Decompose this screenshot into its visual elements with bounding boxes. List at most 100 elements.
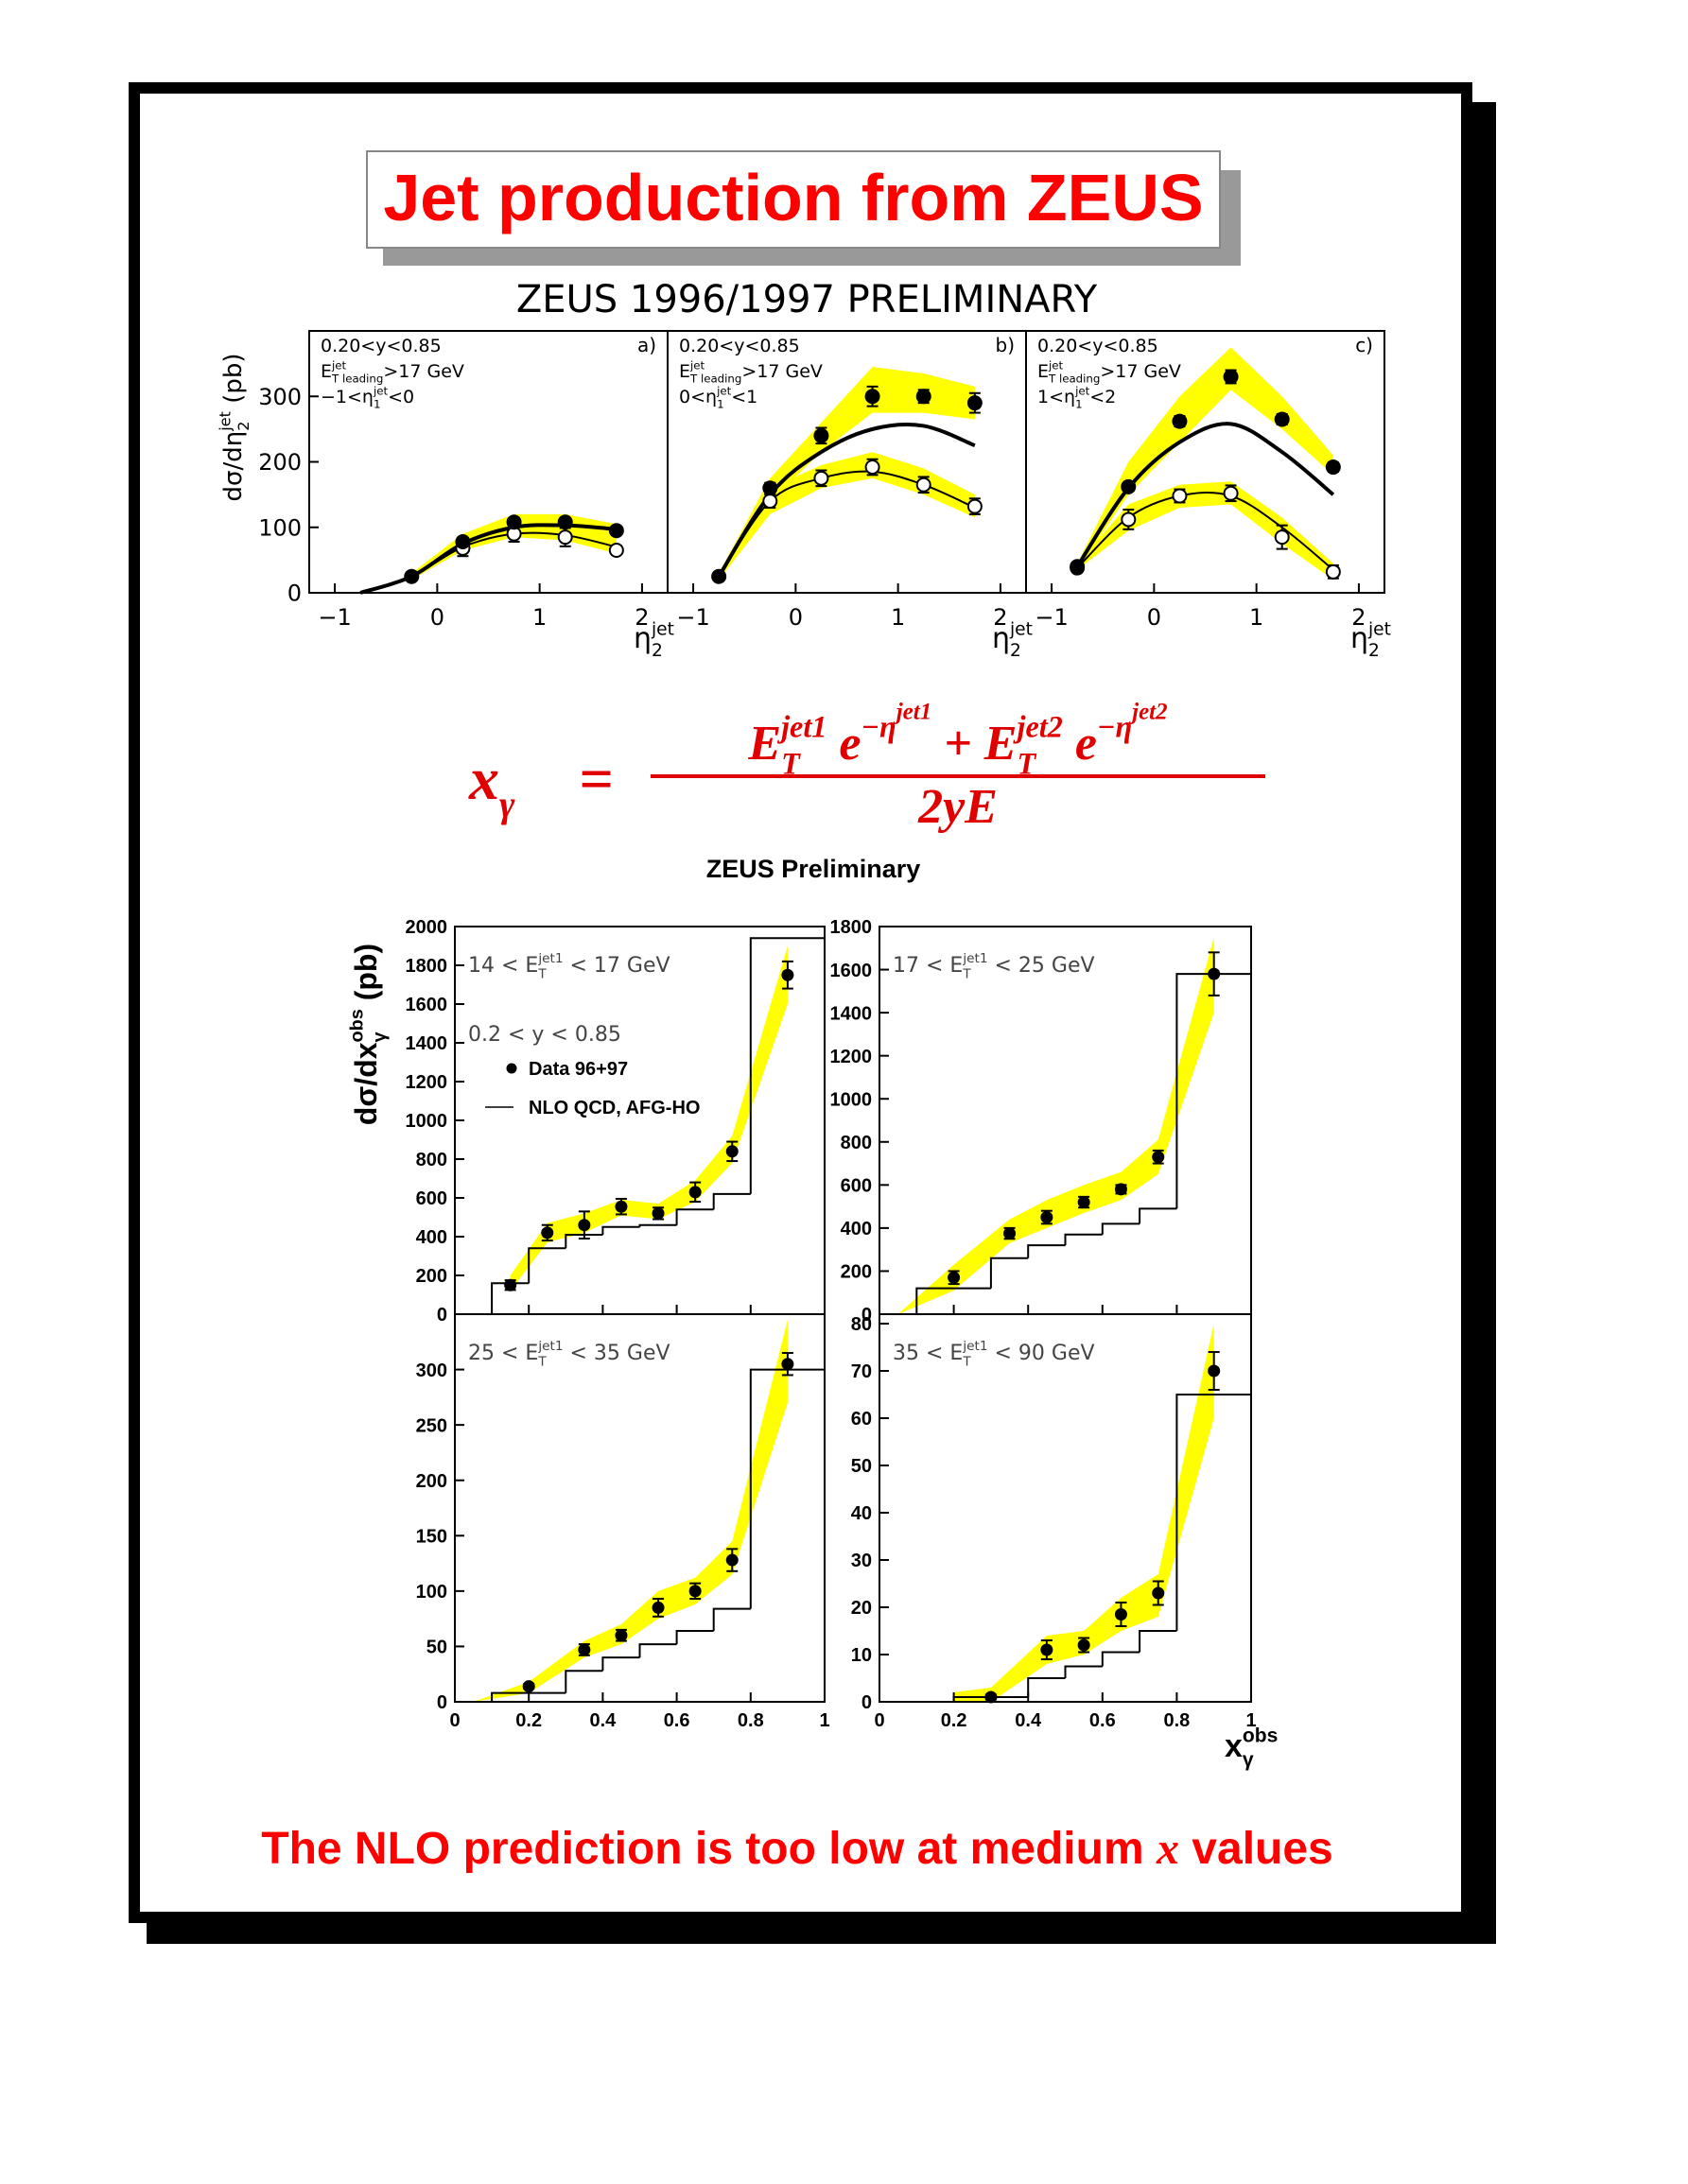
text-part: obs	[1243, 1725, 1278, 1747]
y-tick-label: 1000	[406, 1111, 448, 1132]
histogram-bin	[565, 1233, 603, 1249]
data-point	[781, 1358, 794, 1371]
data-point	[864, 459, 880, 476]
data-point	[1208, 1364, 1221, 1378]
text-part: >17 GeV	[1100, 361, 1181, 382]
y-tick-label: 1200	[406, 1072, 448, 1093]
data-point	[1077, 1638, 1090, 1652]
text-part: <0	[388, 387, 414, 407]
histogram-bin	[1101, 1222, 1140, 1235]
text-part: −η	[1097, 710, 1132, 744]
histogram-bin	[1175, 1394, 1251, 1631]
histogram-bin	[712, 1607, 751, 1632]
y-tick-label: 800	[416, 1150, 447, 1170]
data-point	[504, 1278, 517, 1291]
y-tick-label: 200	[841, 1262, 872, 1283]
y-tick-label: 1800	[830, 917, 873, 938]
text-part: η	[992, 622, 1010, 655]
data-point	[1077, 1196, 1090, 1209]
histogram-bin	[915, 1287, 991, 1314]
data-point	[915, 477, 931, 493]
data-point	[1172, 413, 1188, 429]
data-point	[1325, 563, 1341, 580]
x-tick-label: 0.8	[1163, 1710, 1190, 1731]
data-point	[1223, 485, 1239, 501]
histogram-bin	[638, 1223, 677, 1227]
y-tick-label: 250	[416, 1415, 447, 1436]
histogram-bin	[601, 1656, 640, 1672]
data-point	[1040, 1643, 1053, 1656]
panel-label: 1<ηjet 1 <2	[1037, 384, 1116, 410]
text-part: η	[634, 622, 652, 655]
text-part: jet	[331, 358, 347, 372]
text-part: x	[1225, 1728, 1243, 1764]
data-point	[1172, 488, 1188, 504]
y-tick-label: 600	[841, 1176, 872, 1197]
y-tick-label: 1400	[830, 1003, 873, 1024]
y-tick-label: 30	[851, 1551, 872, 1571]
data-point	[1070, 559, 1086, 575]
y-tick-label: 60	[851, 1409, 872, 1430]
nlo-curve	[1075, 422, 1335, 568]
data-point	[915, 389, 931, 405]
histogram-bin	[1175, 973, 1251, 1209]
text-part: 35 < E	[893, 1342, 963, 1365]
text-part: e	[827, 717, 861, 771]
histogram-bin	[1064, 1233, 1103, 1246]
plot-frame	[879, 1313, 1252, 1703]
text-part: 1	[717, 398, 724, 411]
text-part: 1	[374, 398, 381, 411]
nlo-curve	[717, 423, 976, 578]
y-tick-label: 300	[416, 1361, 447, 1381]
y-tick-label: 10	[851, 1645, 872, 1666]
data-point	[725, 1553, 739, 1567]
text-part: jet1	[962, 951, 987, 966]
text-part: < 17 GeV	[564, 954, 670, 978]
legend-label: NLO QCD, AFG-HO	[529, 1098, 700, 1118]
y-tick-label: 1200	[830, 1047, 873, 1067]
text-part: 0<η	[679, 387, 717, 407]
histogram-bin	[749, 1368, 825, 1609]
panel-letter: a)	[637, 334, 656, 356]
panel-label: 0<ηjet 1 <1	[679, 384, 757, 410]
x-tick-label: 0	[1147, 604, 1161, 631]
uncertainty-band	[719, 367, 975, 581]
data-point	[578, 1219, 591, 1232]
y-tick-label: 40	[851, 1503, 872, 1524]
nlo-curve	[1076, 492, 1334, 571]
y-tick-label: 50	[851, 1456, 872, 1477]
x-tick-label: 0.8	[738, 1710, 764, 1731]
panel-label: Ejet T leading>17 GeV	[679, 358, 823, 385]
text-part: jet	[716, 384, 732, 397]
data-point	[688, 1585, 702, 1598]
text-part: 2	[1368, 641, 1380, 661]
plot-frame	[1025, 330, 1385, 594]
panel-label: 0.20<y<0.85	[321, 336, 442, 356]
text-part: T leading	[689, 373, 741, 386]
data-point	[966, 395, 983, 411]
y-tick-label: 0	[861, 1692, 872, 1713]
data-point	[608, 542, 624, 558]
text-part: values	[1179, 1824, 1333, 1874]
text-part: E	[747, 717, 781, 771]
text-part: jet	[1009, 620, 1033, 640]
data-point	[725, 1145, 739, 1158]
text-part: 2	[235, 422, 252, 431]
legend-marker	[506, 1063, 517, 1074]
y-tick-label: 0	[437, 1692, 447, 1713]
y-tick-label: 150	[416, 1526, 447, 1547]
text-part: <2	[1089, 387, 1116, 407]
y-tick-label: 0	[287, 581, 302, 607]
data-point	[557, 529, 573, 546]
y-tick-label: 80	[851, 1314, 872, 1335]
panel-letter: c)	[1355, 334, 1373, 356]
x-tick-label: −1	[318, 604, 351, 631]
y-tick-label: 0	[861, 1305, 872, 1326]
text-part: 1<η	[1037, 387, 1075, 407]
data-point	[578, 1643, 591, 1656]
text-part: η	[1350, 622, 1368, 655]
data-point	[966, 498, 983, 514]
x-axis-label: ηjet 2	[634, 620, 674, 662]
legend-label: Data 96+97	[529, 1059, 628, 1080]
text-part: (pb)	[349, 944, 383, 1009]
